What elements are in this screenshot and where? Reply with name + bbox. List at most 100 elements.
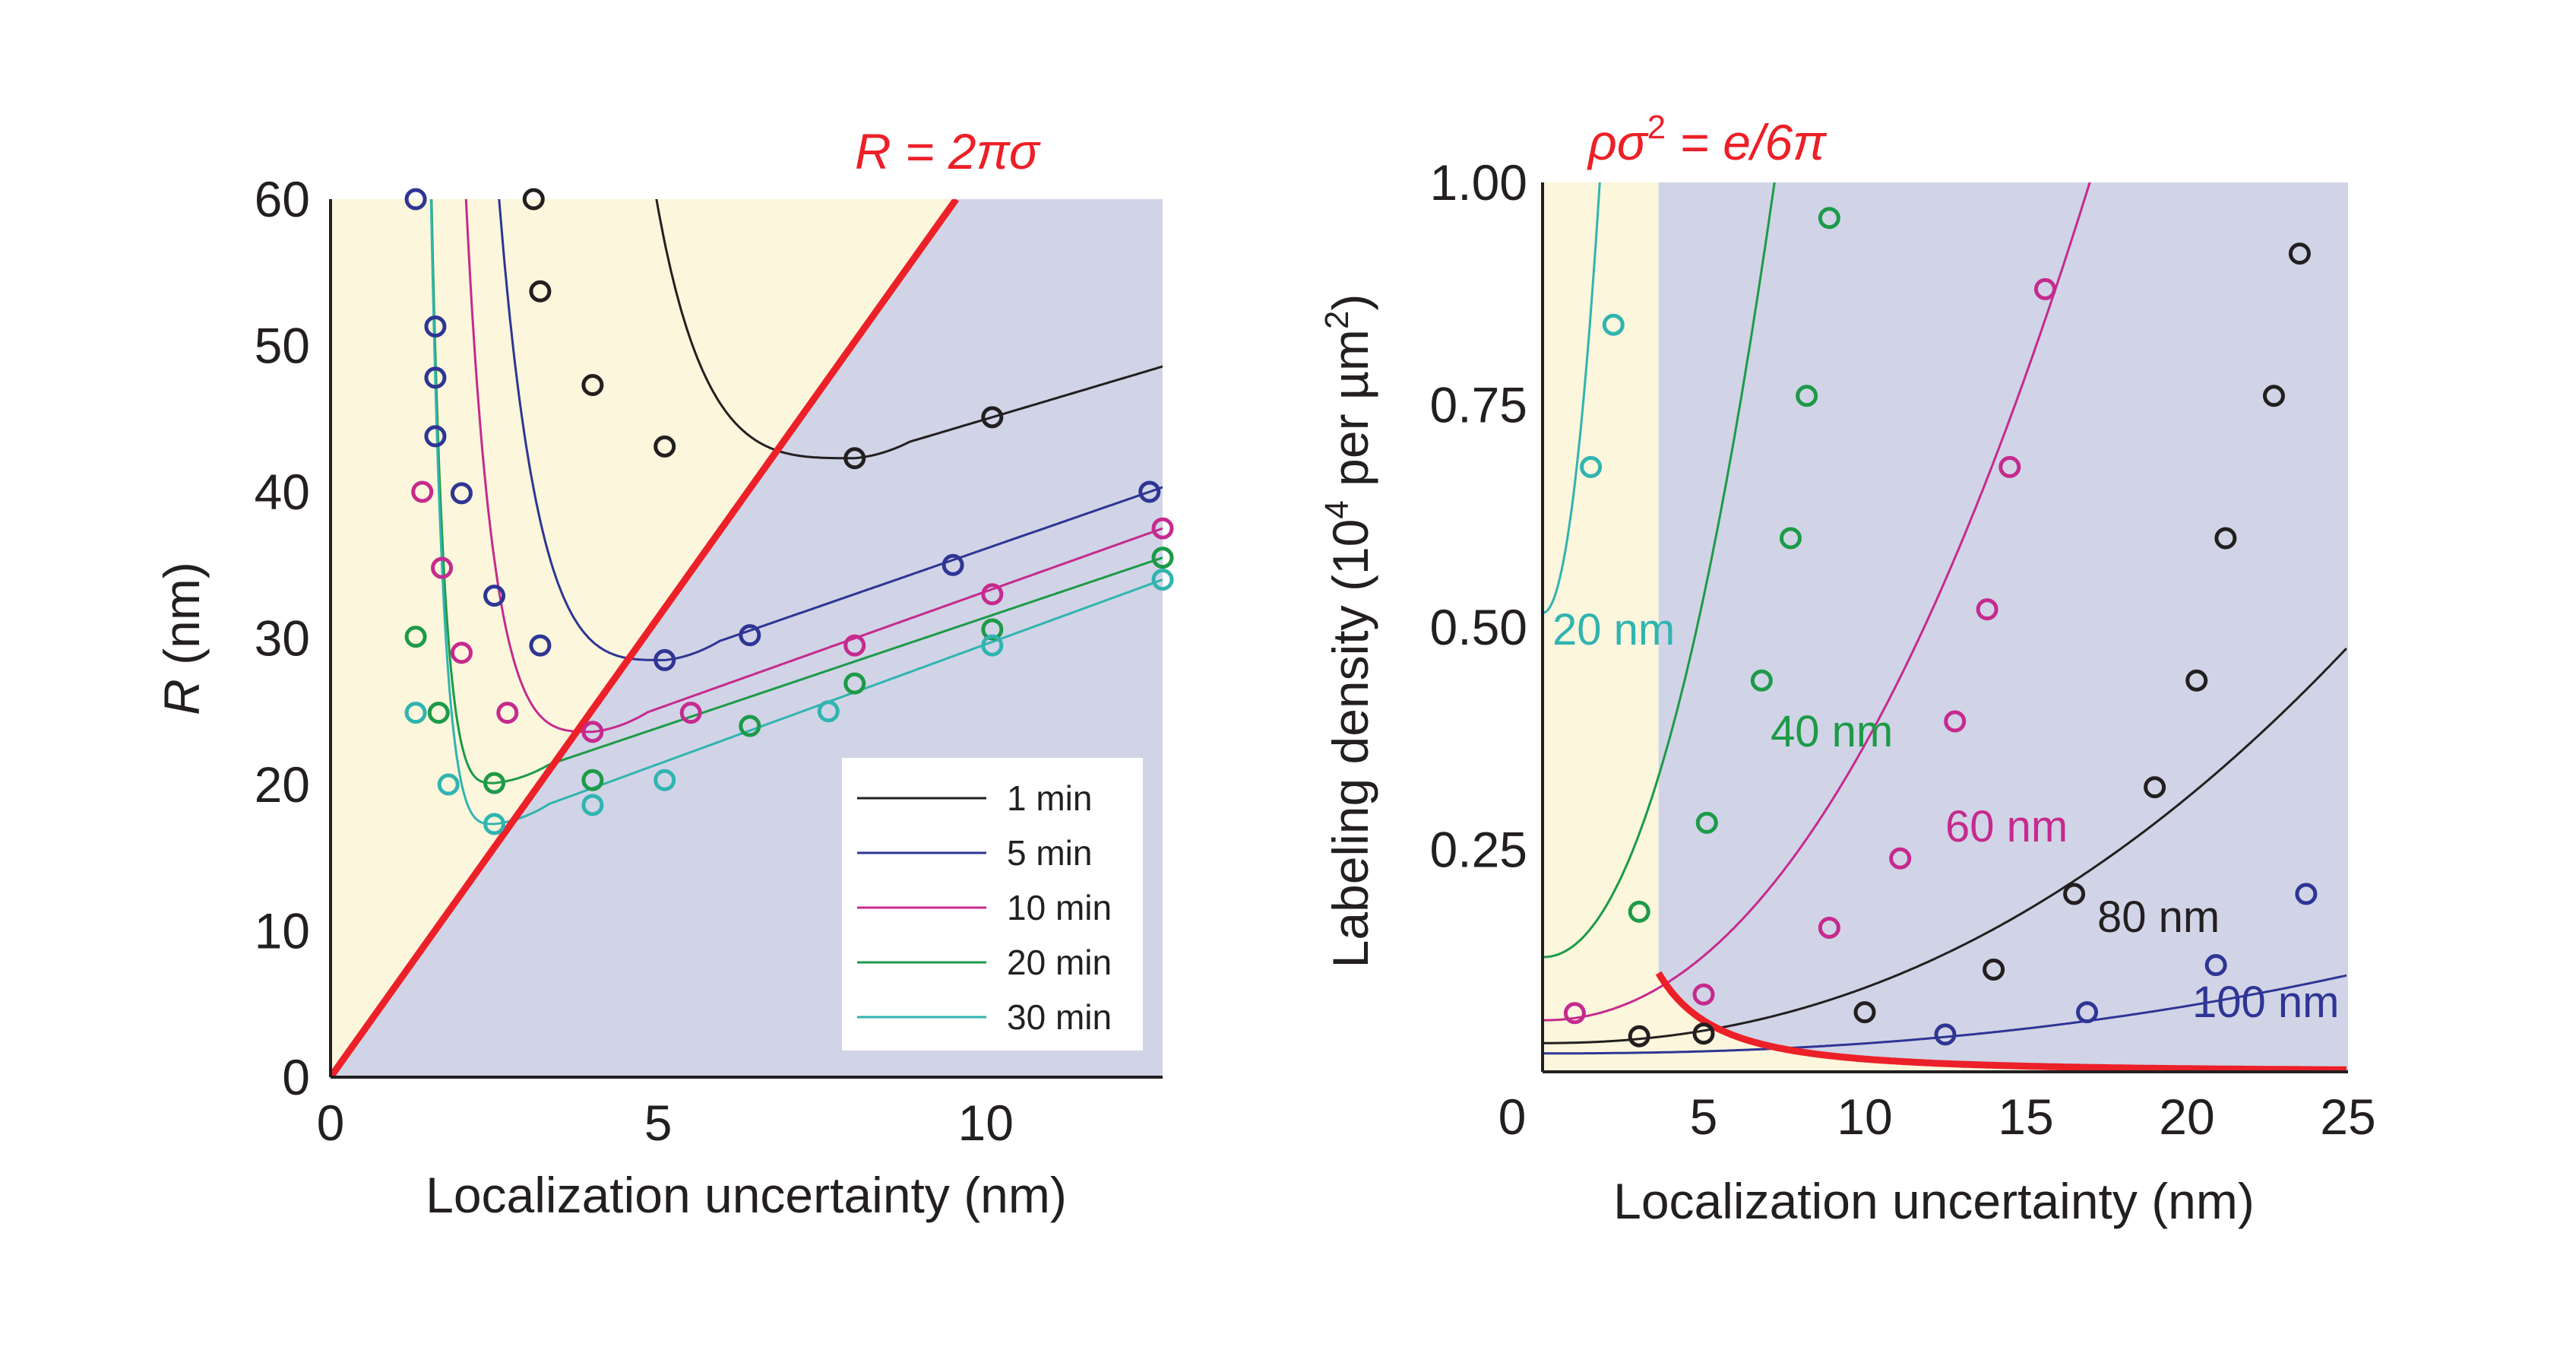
legend-entry: 20 min <box>1007 943 1112 982</box>
data-point <box>1580 455 1603 478</box>
data-point <box>1628 1025 1650 1047</box>
boundary-label: R = 2πσ <box>855 123 1041 179</box>
data-point <box>981 583 1004 606</box>
data-point <box>653 435 676 458</box>
boundary-curve <box>1655 971 2347 1072</box>
data-point <box>424 425 447 448</box>
fit-curve-40-nm <box>1543 182 1776 959</box>
data-point <box>2295 883 2318 905</box>
boundary-line <box>331 199 960 1077</box>
data-point <box>411 480 434 503</box>
chart-density-vs-uncertainty: 0 5 10 15 20 25 0.25 0.50 0.75 1.00 20 nm 40 nm 60… <box>1318 109 2376 1229</box>
series-labels: 20 nm 40 nm 60 nm 80 nm 100 nm <box>1552 605 2339 1027</box>
y-tick-label: 40 <box>255 464 310 520</box>
data-point <box>653 648 676 671</box>
data-point <box>1692 983 1715 1006</box>
data-point <box>1151 517 1174 540</box>
y-tick-label: 50 <box>255 318 310 374</box>
fit-curve-30-min <box>429 199 1163 826</box>
y-tick-label: 20 <box>255 756 310 813</box>
data-point <box>817 700 840 723</box>
legend-entry: 10 min <box>1007 888 1112 927</box>
data-point <box>2185 669 2208 692</box>
region-above-boundary <box>1543 182 2348 1072</box>
legend-entry: 30 min <box>1007 997 1112 1037</box>
data-point <box>1934 1023 1957 1046</box>
y-tick-label: 0.25 <box>1430 822 1527 878</box>
y-tick-label: 1.00 <box>1430 154 1527 211</box>
data-point <box>1944 710 1967 733</box>
fit-curve-1-min <box>655 199 1163 460</box>
data-point <box>941 553 964 576</box>
fit-curve-100-nm <box>1543 974 2347 1055</box>
data-point <box>2262 385 2285 407</box>
data-point <box>1976 598 1998 621</box>
data-point <box>581 373 604 396</box>
y-tick-label: 10 <box>255 903 310 959</box>
data-point <box>496 702 519 724</box>
y-tick-label: 0 <box>282 1049 310 1105</box>
x-tick-label: 5 <box>644 1095 672 1151</box>
data-point <box>1818 207 1840 230</box>
data-point <box>1796 385 1818 407</box>
series-label: 20 nm <box>1552 605 1675 654</box>
data-point <box>1818 916 1840 939</box>
fit-curve-60-nm <box>1543 182 2091 1022</box>
data-point <box>483 585 506 607</box>
data-point <box>843 634 866 657</box>
data-point <box>1602 313 1625 336</box>
data-point <box>581 721 604 743</box>
data-point <box>2214 527 2237 550</box>
data-point <box>2144 776 2166 799</box>
data-point <box>431 556 454 579</box>
x-tick-labels: 0 5 10 <box>317 1095 1014 1151</box>
series-label: 60 nm <box>1945 802 2068 851</box>
y-tick-label: 0.75 <box>1430 377 1527 433</box>
data-point <box>1151 547 1174 569</box>
legend-entry: 1 min <box>1007 778 1092 818</box>
data-point <box>1628 900 1650 923</box>
data-point <box>981 634 1004 657</box>
data-point <box>404 702 427 724</box>
data-point <box>529 280 552 303</box>
data-point <box>581 794 604 816</box>
chart-r-vs-uncertainty: 0 5 10 0 10 20 30 40 50 60 Localization uncertai… <box>153 123 1174 1223</box>
data-point <box>739 715 761 737</box>
data-point <box>2063 883 2086 905</box>
data-point <box>1692 1022 1715 1045</box>
data-point <box>450 642 473 664</box>
x-axis-label: Localization uncertainty (nm) <box>1613 1173 2255 1229</box>
data-point <box>843 672 866 695</box>
fit-curve-5-min <box>498 199 1163 661</box>
data-point <box>679 702 702 724</box>
data-point <box>1151 569 1174 591</box>
fit-curve-20-nm <box>1543 182 1601 614</box>
x-tick-label: 25 <box>2320 1089 2375 1145</box>
data-point <box>450 482 473 505</box>
data-point <box>1998 455 2021 478</box>
data-point <box>437 773 460 796</box>
data-point <box>2204 954 2227 977</box>
fit-curve-80-nm <box>1543 647 2347 1044</box>
x-tick-label: 0 <box>317 1095 345 1151</box>
data-point <box>739 624 761 647</box>
data-point <box>404 188 427 211</box>
data-point <box>1750 669 1773 692</box>
data-point <box>581 769 604 791</box>
data-point <box>1983 958 2005 981</box>
data-point <box>483 813 506 835</box>
series-label: 100 nm <box>2192 978 2339 1027</box>
data-point <box>2076 1001 2099 1024</box>
data-points <box>1563 207 2318 1047</box>
data-point <box>424 315 447 338</box>
legend-box <box>842 758 1143 1051</box>
data-point <box>529 634 552 657</box>
x-tick-label: 20 <box>2159 1089 2214 1145</box>
data-point <box>522 188 545 211</box>
y-tick-label: 60 <box>255 171 310 227</box>
region-below-boundary <box>1543 182 2348 1072</box>
data-point <box>1695 811 1718 834</box>
data-point <box>981 618 1004 641</box>
x-tick-label: 5 <box>1690 1089 1718 1145</box>
